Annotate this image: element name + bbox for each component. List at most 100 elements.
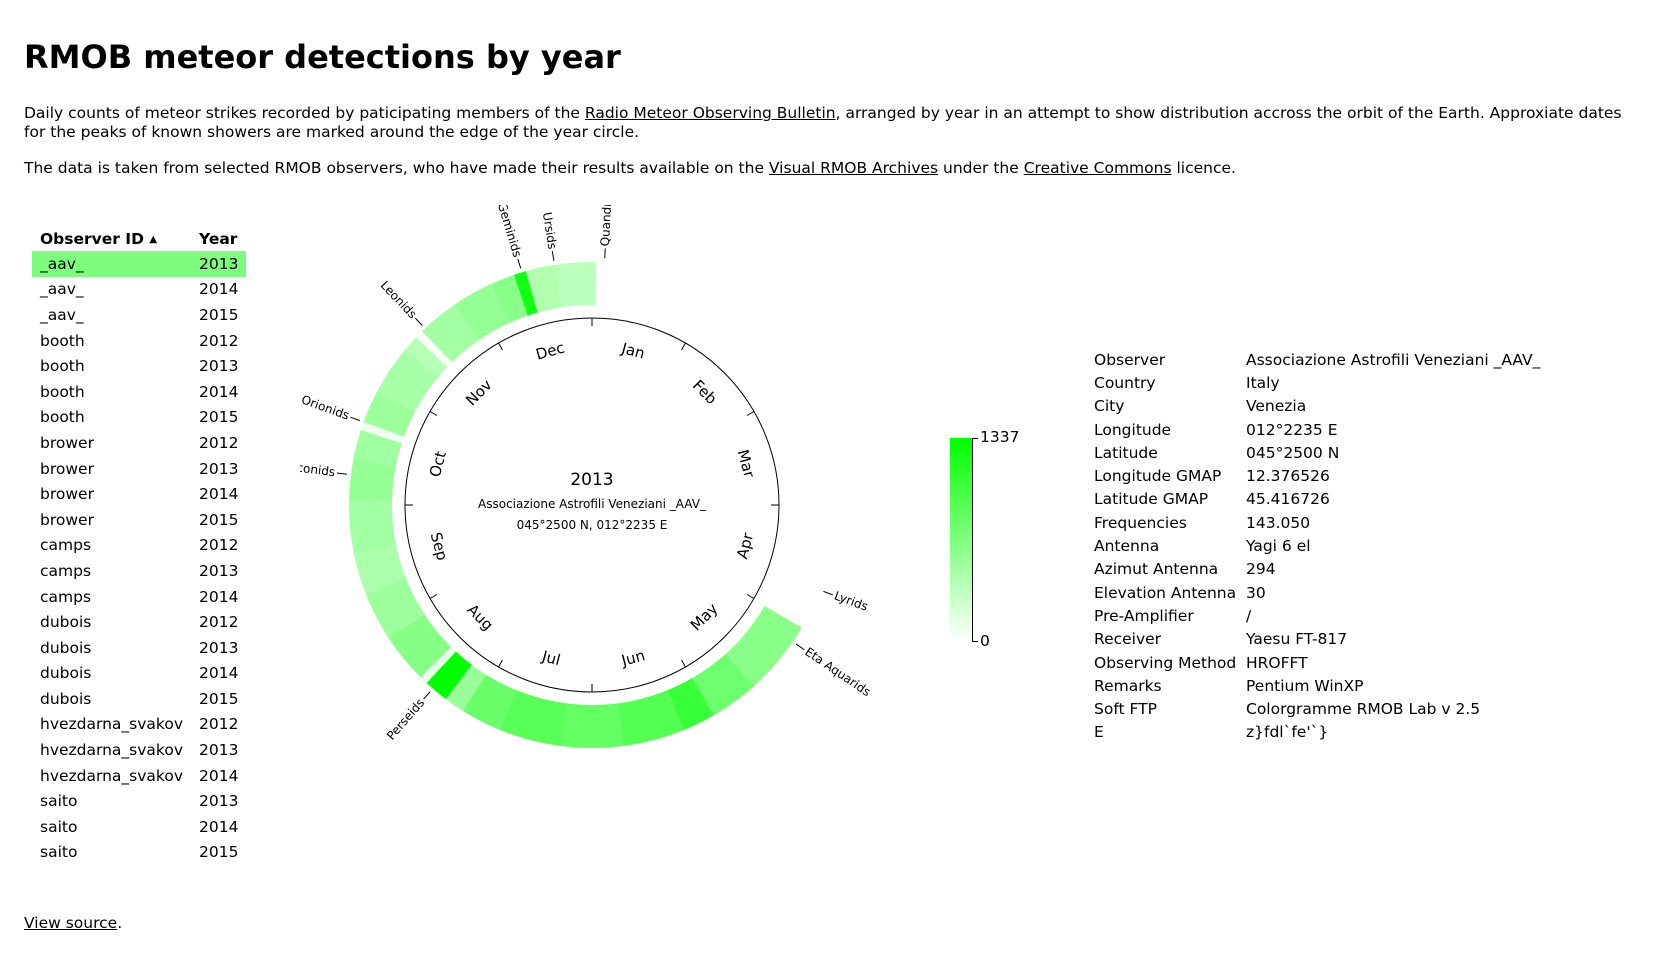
rmob-bulletin-link[interactable]: Radio Meteor Observing Bulletin [584,104,836,122]
detection-segment[interactable] [525,264,562,313]
info-key: Longitude [1094,420,1172,439]
observer-row[interactable]: brower 2012 [32,430,246,456]
shower-label: Perseids [384,696,427,743]
month-label: Jul [539,647,562,669]
observer-row[interactable]: saito 2015 [32,840,246,866]
year-cell: 2015 [199,689,239,708]
year-cell: 2014 [199,382,239,401]
detection-segment[interactable] [405,337,448,378]
observer-id-header-label: Observer ID [40,229,144,248]
observer-id-cell: _aav_ [32,251,192,277]
observer-row[interactable]: _aav_ 2013 [32,251,247,277]
view-source-link[interactable]: View source [24,914,118,932]
info-key: Latitude [1094,443,1158,462]
observer-row[interactable]: brower 2014 [32,481,246,507]
detection-segment[interactable] [445,664,486,711]
observer-row[interactable]: camps 2014 [32,584,246,610]
footer-period: . [117,914,123,932]
detection-segment[interactable] [454,284,509,341]
observer-row[interactable]: hvezdarna_svakov 2014 [32,763,246,789]
observer-id-header[interactable]: Observer ID ▲ [32,226,191,251]
creative-commons-link[interactable]: Creative Commons [1023,159,1172,177]
observer-row[interactable]: hvezdarna_svakov 2012 [32,712,246,738]
info-key: Observing Method [1094,653,1237,672]
observer-id-cell: brower [40,485,94,504]
detection-segment[interactable] [463,674,517,730]
detection-segment[interactable] [554,262,597,308]
detection-segment[interactable] [513,271,538,316]
detection-segment[interactable] [388,614,451,678]
observer-row[interactable]: saito 2014 [32,814,246,840]
observer-row[interactable]: dubois 2015 [32,686,246,712]
detection-segment[interactable] [500,690,567,746]
detection-segment[interactable] [692,653,755,716]
info-row: Latitude GMAP 45.416726 [1094,488,1540,511]
info-key: Soft FTP [1094,700,1157,719]
detection-segment[interactable] [560,703,624,748]
detection-segment[interactable] [365,578,425,639]
detection-segment[interactable] [363,391,416,437]
detection-segment[interactable] [667,678,714,730]
detection-segment[interactable] [490,274,528,324]
center-coordinates: 045°2500 N, 012°2235 E [517,518,668,532]
detection-segment[interactable] [360,421,405,444]
observer-row[interactable]: camps 2013 [32,558,246,584]
observer-row[interactable]: booth 2014 [32,379,246,405]
observer-row[interactable]: camps 2012 [32,533,246,559]
month-label: Aug [463,601,496,634]
observer-row[interactable]: brower 2015 [32,507,246,533]
observer-row[interactable]: dubois 2012 [32,609,246,635]
observer-row[interactable]: brower 2013 [32,456,246,482]
observer-id-cell: camps [40,587,92,606]
detection-segment[interactable] [617,690,684,746]
observer-row[interactable]: _aav_ 2015 [32,302,246,328]
year-cell: 2013 [199,357,239,376]
observer-row[interactable]: dubois 2013 [32,635,246,661]
detection-segment[interactable] [416,331,453,367]
observer-row[interactable]: hvezdarna_svakov 2013 [32,737,246,763]
info-key: Latitude GMAP [1094,490,1209,509]
year-header[interactable]: Year [199,229,238,248]
detection-segment[interactable] [420,646,456,683]
observer-row[interactable]: saito 2013 [32,788,246,814]
info-value: 30 [1246,583,1266,602]
shower-label: Draconids [300,458,336,479]
info-row: Antenna Yagi 6 el [1094,534,1540,557]
observer-row[interactable]: booth 2015 [32,405,246,431]
detection-segment[interactable] [422,304,479,363]
info-row: Soft FTP Colorgramme RMOB Lab v 2.5 [1094,697,1540,720]
year-cell: 2013 [199,459,239,478]
observer-row[interactable]: booth 2013 [32,353,246,379]
info-key: City [1094,397,1125,416]
month-label: Nov [462,376,495,410]
detection-segment[interactable] [426,651,472,700]
observer-id-cell: brower [40,510,94,529]
info-key: Receiver [1094,630,1162,649]
observer-id-cell: booth [40,357,85,376]
month-tick [681,659,686,668]
detection-segment[interactable] [353,429,402,467]
year-cell: 2014 [199,817,239,836]
shower-label: Geminids [495,205,525,259]
legend-min-tick [972,641,978,642]
center-year: 2013 [570,470,613,490]
footer: View source. [24,914,122,932]
observer-row[interactable]: booth 2012 [32,328,246,354]
observer-id-cell: dubois [40,689,92,708]
detection-segment[interactable] [377,349,439,412]
detection-segment[interactable] [353,545,406,594]
observer-row[interactable]: _aav_ 2014 [32,277,246,303]
year-cell: 2012 [199,331,239,350]
observer-table-body: _aav_ 2013 _aav_ 2014 _aav_ 2015 booth 2012 boot… [32,251,247,866]
detection-segment[interactable] [349,499,397,554]
info-key: E [1094,723,1104,742]
observer-id-cell: dubois [40,638,92,657]
month-tick [746,594,755,599]
shower-tick [517,258,522,269]
info-row: Azimut Antenna 294 [1094,558,1540,581]
observer-id-cell: saito [40,817,78,836]
observer-row[interactable]: dubois 2014 [32,661,246,687]
detection-segment[interactable] [725,605,802,686]
visual-rmob-archives-link[interactable]: Visual RMOB Archives [768,159,939,177]
detection-segment[interactable] [349,458,396,501]
